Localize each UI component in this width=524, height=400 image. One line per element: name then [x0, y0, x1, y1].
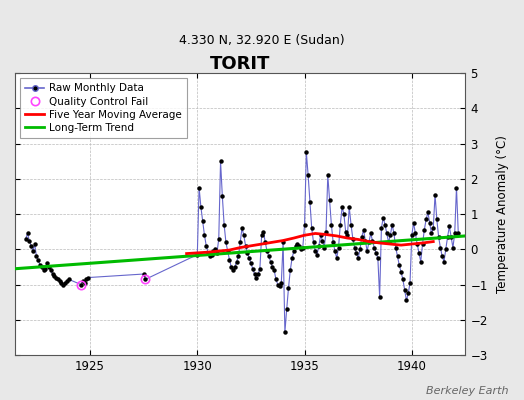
- Y-axis label: Temperature Anomaly (°C): Temperature Anomaly (°C): [496, 135, 509, 293]
- Text: Berkeley Earth: Berkeley Earth: [426, 386, 508, 396]
- Legend: Raw Monthly Data, Quality Control Fail, Five Year Moving Average, Long-Term Tren: Raw Monthly Data, Quality Control Fail, …: [20, 78, 188, 138]
- Text: 4.330 N, 32.920 E (Sudan): 4.330 N, 32.920 E (Sudan): [179, 34, 345, 47]
- Title: TORIT: TORIT: [210, 55, 270, 73]
